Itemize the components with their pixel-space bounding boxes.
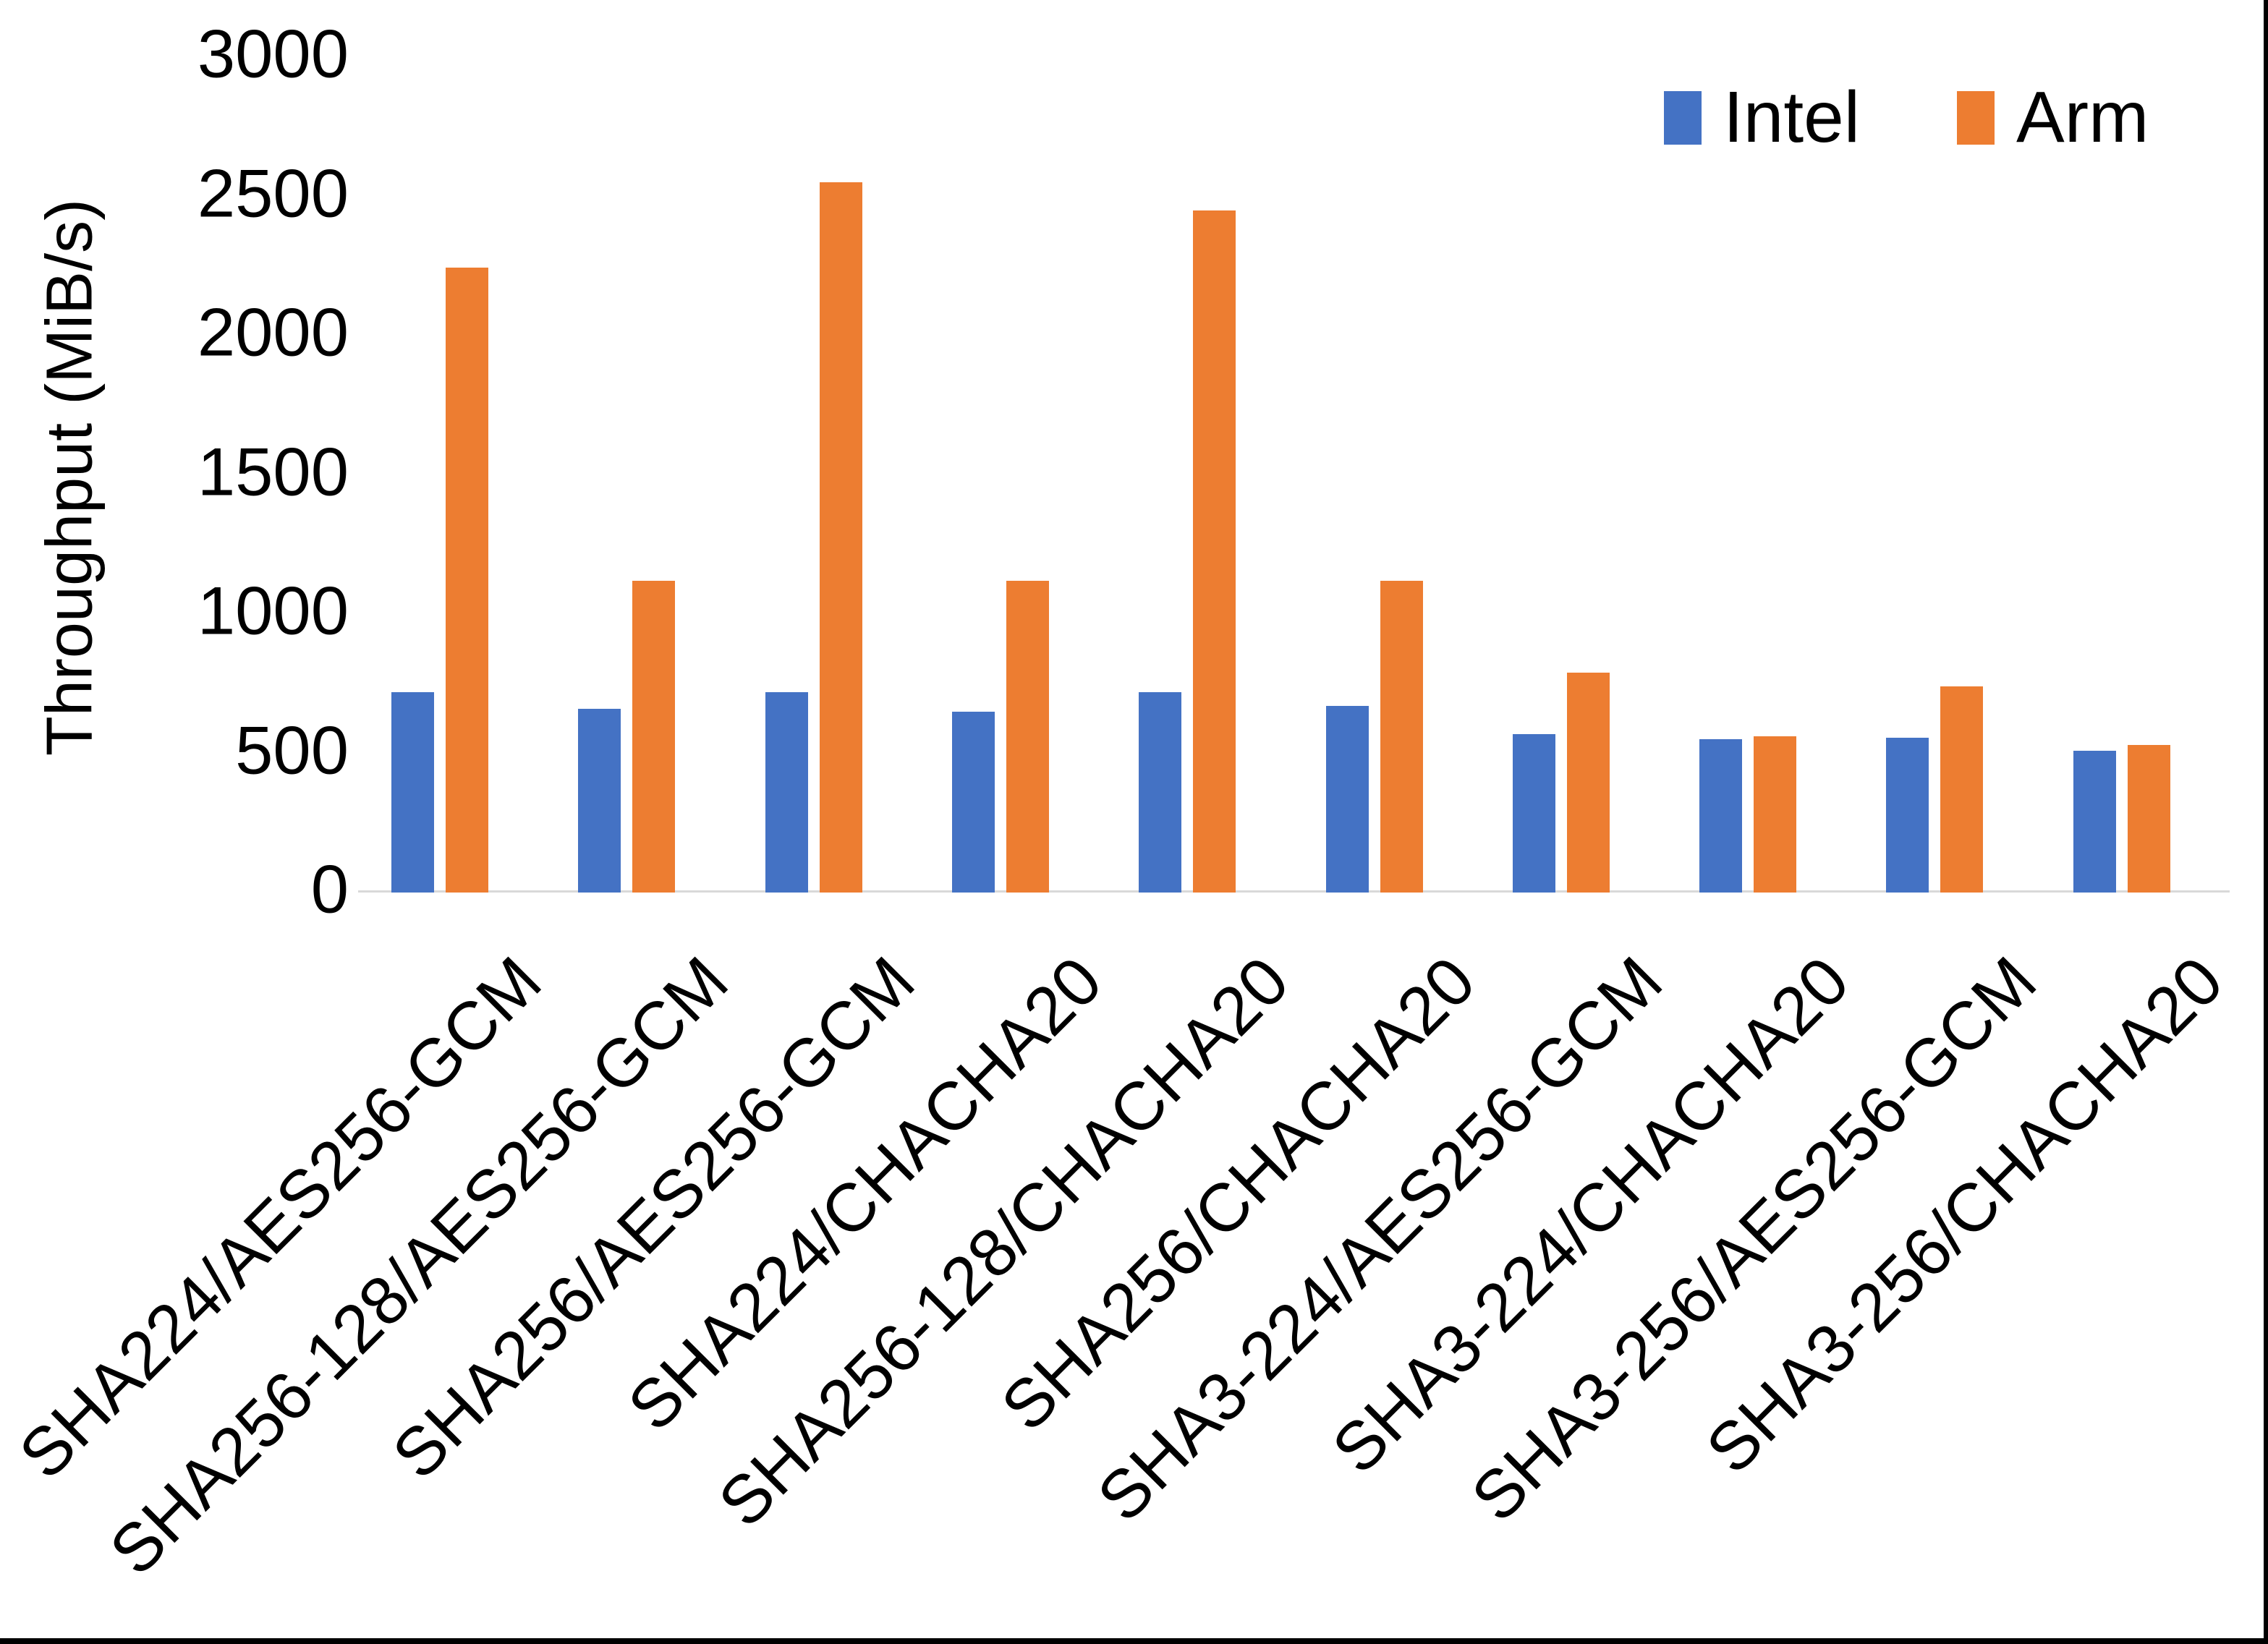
intel-legend-swatch-icon xyxy=(1664,90,1702,145)
y-tick-label-3000: 3000 xyxy=(197,15,349,92)
bar-intel-sha256-128/chacha20 xyxy=(1139,691,1182,893)
bar-intel-sha3-224/aes256-gcm xyxy=(1512,733,1555,893)
y-tick-label-1500: 1500 xyxy=(197,433,349,510)
bar-intel-sha224/aes256-gcm xyxy=(391,691,434,893)
bar-intel-sha3-224/chacha20 xyxy=(1699,739,1743,893)
bar-arm-sha3-256/aes256-gcm xyxy=(1940,686,1984,893)
bar-intel-sha3-256/chacha20 xyxy=(2073,750,2116,893)
bar-arm-sha3-256/chacha20 xyxy=(2127,744,2170,893)
y-tick-label-2000: 2000 xyxy=(197,294,349,370)
bar-arm-sha3-224/aes256-gcm xyxy=(1566,672,1610,893)
image-border-right xyxy=(2264,0,2268,1644)
arm-legend-swatch-icon xyxy=(1957,90,1995,145)
bar-intel-sha256/aes256-gcm xyxy=(765,691,808,893)
bar-intel-sha256-128/aes256-gcm xyxy=(578,708,621,893)
y-tick-label-500: 500 xyxy=(235,712,349,788)
bar-intel-sha256/chacha20 xyxy=(1325,706,1369,893)
bar-arm-sha256-128/chacha20 xyxy=(1193,210,1236,893)
bar-intel-sha224/chacha20 xyxy=(951,711,995,893)
legend-label-intel: Intel xyxy=(1723,77,1861,158)
bar-arm-sha256/aes256-gcm xyxy=(819,182,862,893)
bar-arm-sha224/aes256-gcm xyxy=(446,267,488,893)
x-axis-line xyxy=(358,890,2230,893)
legend-item-arm: Arm xyxy=(1957,76,2149,159)
y-tick-label-2500: 2500 xyxy=(197,155,349,231)
bar-arm-sha3-224/chacha20 xyxy=(1754,736,1797,893)
legend-item-intel: Intel xyxy=(1664,76,1860,159)
image-border-bottom xyxy=(0,1638,2268,1644)
y-tick-label-0: 0 xyxy=(310,851,349,927)
bar-arm-sha256/chacha20 xyxy=(1380,580,1423,893)
y-tick-label-1000: 1000 xyxy=(197,572,349,649)
bar-arm-sha256-128/aes256-gcm xyxy=(632,580,676,893)
bar-arm-sha224/chacha20 xyxy=(1006,580,1049,893)
legend-label-arm: Arm xyxy=(2016,77,2149,158)
bar-intel-sha3-256/aes256-gcm xyxy=(1886,738,1929,893)
